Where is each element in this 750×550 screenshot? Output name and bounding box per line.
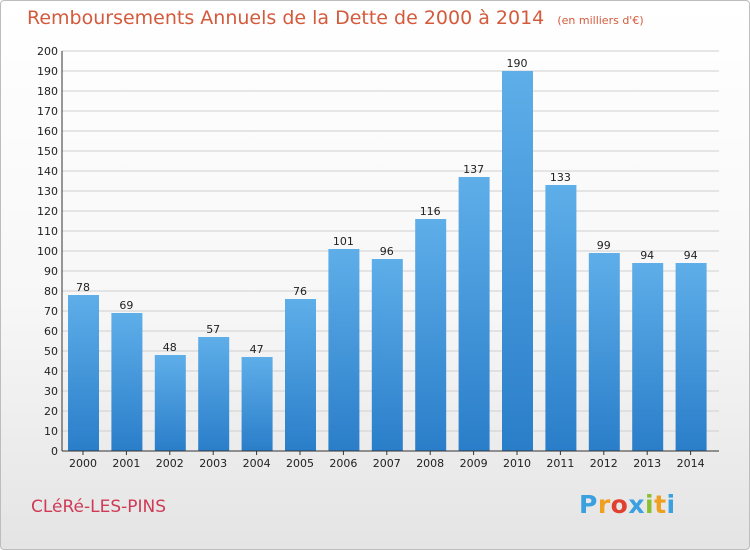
data-label-2011: 133 [550, 171, 571, 184]
y-tick-label: 170 [37, 105, 58, 118]
data-label-2005: 76 [293, 285, 307, 298]
commune-name: CLéRé-LES-PINS [31, 497, 167, 517]
chart-title: Remboursements Annuels de la Dette de 20… [27, 7, 545, 29]
x-tick-label: 2012 [590, 457, 618, 470]
bar-2006 [328, 249, 360, 451]
x-tick-label: 2013 [633, 457, 661, 470]
y-tick-label: 140 [37, 165, 58, 178]
x-tick-label: 2009 [460, 457, 488, 470]
bar-2003 [198, 337, 230, 451]
data-label-2007: 96 [380, 245, 394, 258]
y-tick-label: 50 [44, 345, 58, 358]
bar-chart: 0 10 20 30 40 50 60 70 80 90 100 110 120 130 140 150 160… [37, 45, 719, 470]
y-tick-label: 130 [37, 185, 58, 198]
bar-2012 [588, 253, 620, 451]
y-tick-label: 40 [44, 365, 58, 378]
x-tick-label: 2011 [546, 457, 574, 470]
data-label-2012: 99 [597, 239, 611, 252]
x-tick-label: 2004 [243, 457, 271, 470]
data-label-2004: 47 [250, 343, 264, 356]
title-row: Remboursements Annuels de la Dette de 20… [27, 7, 644, 29]
x-tick-label: 2010 [503, 457, 531, 470]
logo-letter: r [597, 490, 611, 519]
data-label-2006: 101 [333, 235, 354, 248]
data-label-2013: 94 [640, 249, 654, 262]
y-tick-label: 180 [37, 85, 58, 98]
y-tick-label: 150 [37, 145, 58, 158]
bars [68, 71, 707, 451]
data-label-2000: 78 [76, 281, 90, 294]
bar-2000 [68, 295, 99, 451]
bar-2007 [371, 259, 403, 451]
data-label-2008: 116 [420, 205, 441, 218]
logo-letter: t [654, 490, 667, 519]
y-tick-label: 160 [37, 125, 58, 138]
data-label-2003: 57 [206, 323, 220, 336]
data-label-2001: 69 [119, 299, 133, 312]
x-tick-label: 2005 [286, 457, 314, 470]
y-tick-label: 10 [44, 425, 58, 438]
y-tick-label: 190 [37, 65, 58, 78]
y-tick-label: 80 [44, 285, 58, 298]
y-tick-label: 70 [44, 305, 58, 318]
logo-letter: i [666, 490, 676, 519]
x-tick-label: 2003 [199, 457, 227, 470]
x-tick-label: 2000 [69, 457, 97, 470]
axes: 0 10 20 30 40 50 60 70 80 90 100 110 120 130 140 150 160… [37, 45, 719, 470]
logo-letter: i [645, 490, 655, 519]
y-tick-label: 20 [44, 405, 58, 418]
y-tick-label: 200 [37, 45, 58, 58]
data-label-2014: 94 [684, 249, 698, 262]
y-tick-label: 60 [44, 325, 58, 338]
y-tick-label: 120 [37, 205, 58, 218]
x-tick-label: 2007 [373, 457, 401, 470]
bar-2013 [632, 263, 664, 451]
bar-2008 [415, 219, 447, 451]
bar-2001 [111, 313, 143, 451]
bar-2014 [675, 263, 707, 451]
y-tick-label: 0 [51, 445, 58, 458]
bar-2011 [545, 185, 577, 451]
y-tick-label: 90 [44, 265, 58, 278]
y-tick-label: 110 [37, 225, 58, 238]
bar-2004 [241, 357, 273, 451]
x-tick-label: 2001 [112, 457, 140, 470]
data-label-2002: 48 [163, 341, 177, 354]
data-label-2009: 137 [463, 163, 484, 176]
x-tick-label: 2002 [156, 457, 184, 470]
bar-2009 [458, 177, 490, 451]
bar-2002 [154, 355, 186, 451]
bar-2010 [502, 71, 533, 451]
x-tick-label: 2014 [677, 457, 705, 470]
logo-letter: o [610, 490, 629, 519]
logo-letter: P [579, 490, 598, 519]
logo-letter: x [628, 490, 645, 519]
y-tick-label: 100 [37, 245, 58, 258]
data-labels: 78 69 48 57 47 76 101 96 116 137 190 133 99 94 94 [76, 57, 698, 356]
bar-2005 [285, 299, 316, 451]
chart-subtitle: (en milliers d'€) [557, 14, 644, 27]
proxiti-logo[interactable]: Proxiti [579, 490, 676, 519]
x-tick-label: 2006 [329, 457, 357, 470]
y-tick-label: 30 [44, 385, 58, 398]
data-label-2010: 190 [507, 57, 528, 70]
x-tick-label: 2008 [416, 457, 444, 470]
